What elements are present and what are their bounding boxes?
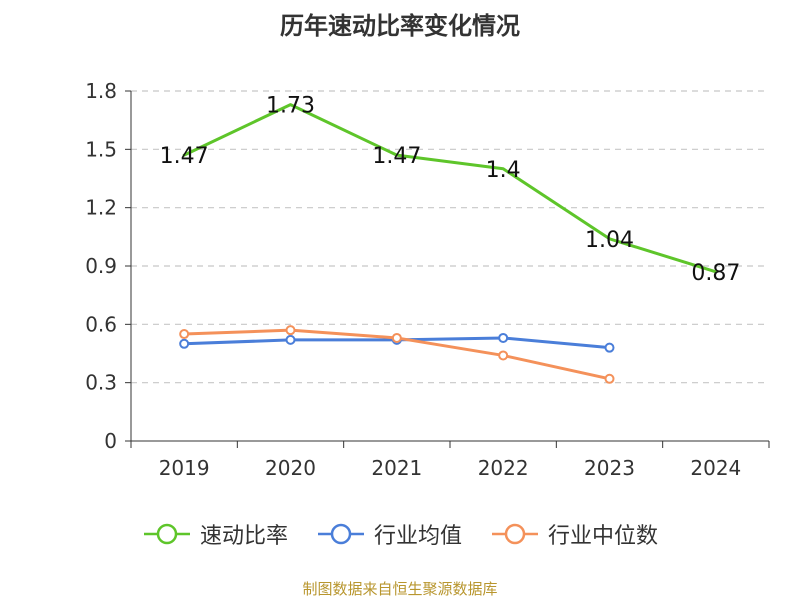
data-label: 1.47 xyxy=(372,144,421,169)
data-point xyxy=(498,332,509,343)
data-point xyxy=(285,334,296,345)
source-note: 制图数据来自恒生聚源数据库 xyxy=(302,580,498,598)
x-tick-label: 2019 xyxy=(159,456,210,480)
y-tick-label: 0.6 xyxy=(85,312,117,336)
y-tick-label: 0.3 xyxy=(85,371,117,395)
data-point xyxy=(179,338,190,349)
x-tick-label: 2021 xyxy=(371,456,422,480)
data-point xyxy=(604,342,615,353)
data-label: 1.4 xyxy=(486,158,521,183)
data-point xyxy=(604,373,615,384)
data-point xyxy=(498,350,509,361)
legend-item[interactable]: 行业均值 xyxy=(316,518,462,550)
series-line xyxy=(182,103,718,274)
x-tick-label: 2024 xyxy=(690,456,741,480)
legend-label: 行业中位数 xyxy=(548,524,659,549)
data-label: 1.73 xyxy=(266,94,315,119)
data-point xyxy=(391,332,402,343)
y-tick-label: 0.9 xyxy=(85,254,117,278)
legend-label: 行业均值 xyxy=(373,524,462,549)
chart-title: 历年速动比率变化情况 xyxy=(280,12,520,40)
legend: 速动比率 行业均值 行业中位数 xyxy=(0,518,800,550)
data-label: 1.04 xyxy=(585,228,634,253)
legend-label: 速动比率 xyxy=(199,524,288,549)
data-label: 0.87 xyxy=(691,261,740,286)
legend-marker-icon xyxy=(492,523,538,545)
y-tick-label: 0 xyxy=(104,429,117,453)
y-tick-label: 1.5 xyxy=(85,137,117,161)
x-tick-label: 2023 xyxy=(584,456,635,480)
x-tick-label: 2020 xyxy=(265,456,316,480)
legend-marker-icon xyxy=(143,523,190,545)
y-tick-label: 1.2 xyxy=(85,196,117,220)
data-label: 1.47 xyxy=(160,144,209,169)
x-tick-label: 2022 xyxy=(478,456,529,480)
legend-marker-icon xyxy=(317,523,364,545)
legend-item[interactable]: 行业中位数 xyxy=(490,518,658,550)
legend-item[interactable]: 速动比率 xyxy=(142,518,288,550)
data-point xyxy=(179,329,190,340)
y-tick-label: 1.8 xyxy=(85,79,117,103)
data-point xyxy=(285,325,296,336)
